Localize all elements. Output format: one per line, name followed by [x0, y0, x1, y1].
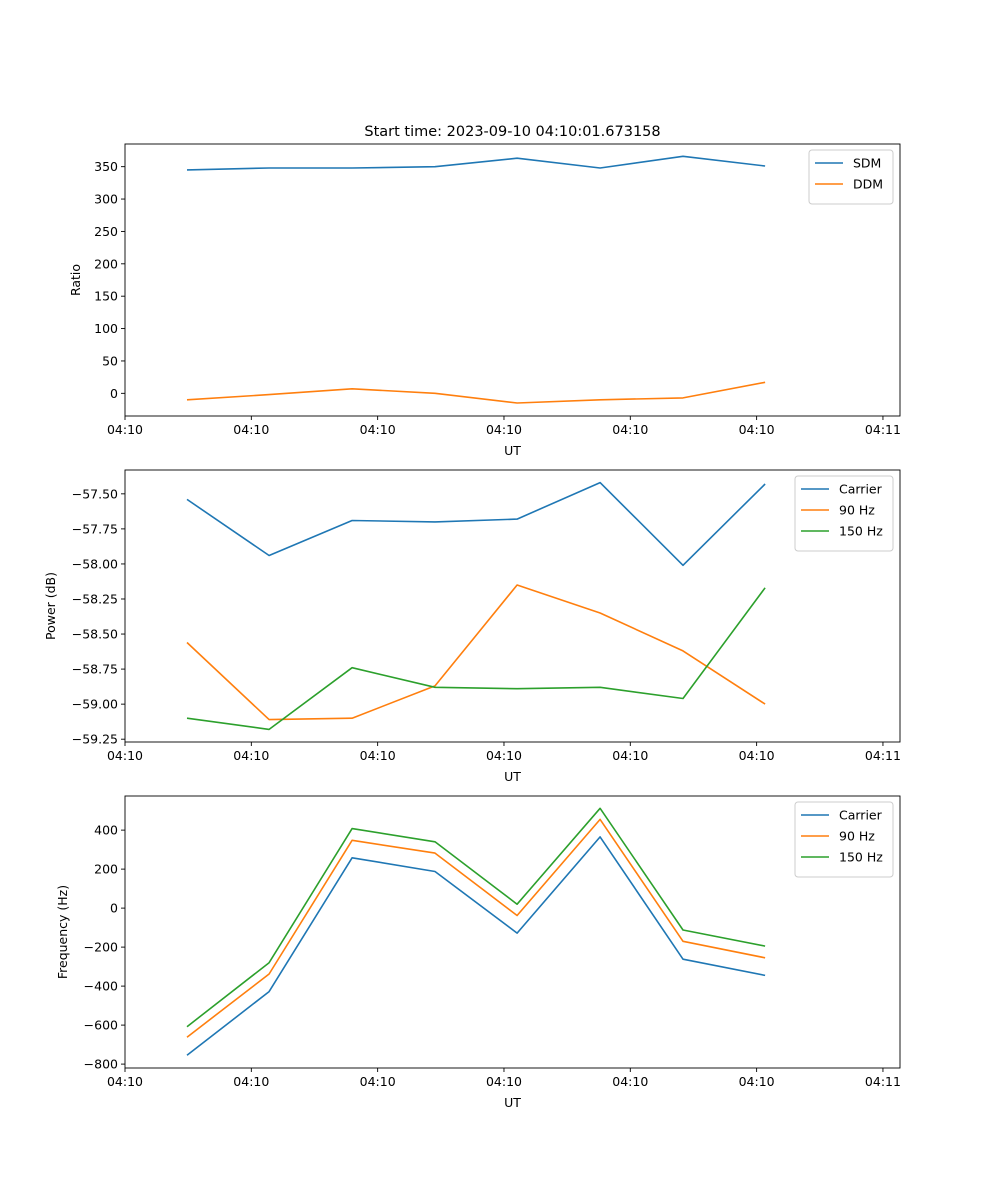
ratio-y-tick-label-4: 200	[94, 256, 118, 271]
frequency-y-tick-label-1: −600	[84, 1018, 118, 1033]
ratio-x-tick-label-4: 04:10	[612, 422, 648, 437]
ratio-panel: 04:10 04:10 04:10 04:10 04:10 04:10 04:11 0 50 10…	[68, 143, 901, 458]
ratio-y-axis-label: Ratio	[68, 264, 83, 296]
ratio-y-tick-label-0: 0	[110, 386, 118, 401]
power-legend-box	[794, 475, 894, 552]
frequency-x-tick-label-3: 04:10	[486, 1074, 522, 1089]
frequency-x-tick-label-2: 04:10	[360, 1074, 396, 1089]
ratio-y-tick-label-3: 150	[94, 289, 118, 304]
power-y-tick-label-0: −59.25	[72, 732, 118, 747]
ratio-x-tick-label-0: 04:10	[107, 422, 143, 437]
ratio-axes-frame	[124, 143, 901, 417]
ratio-legend: SDM DDM	[808, 149, 894, 205]
ratio-y-tick-label-6: 300	[94, 192, 118, 207]
frequency-legend-label-1: 90 Hz	[839, 829, 875, 844]
frequency-x-tick-label-4: 04:10	[612, 1074, 648, 1089]
ratio-y-tick-label-1: 50	[102, 353, 118, 368]
power-legend-label-0: Carrier	[839, 482, 883, 497]
power-x-tick-label-2: 04:10	[360, 748, 396, 763]
ratio-series-line-1	[186, 381, 766, 404]
frequency-y-tick-label-6: 400	[94, 823, 118, 838]
power-x-tick-label-3: 04:10	[486, 748, 522, 763]
power-x-tick-label-1: 04:10	[233, 748, 269, 763]
power-y-tick-label-1: −59.00	[72, 697, 118, 712]
power-panel: 04:10 04:10 04:10 04:10 04:10 04:10 04:11 −59.2…	[43, 469, 901, 784]
frequency-x-tick-label-6: 04:11	[865, 1074, 901, 1089]
power-legend-label-2: 150 Hz	[839, 524, 883, 539]
ratio-y-tick-label-2: 100	[94, 321, 118, 336]
power-legend: Carrier 90 Hz 150 Hz	[794, 475, 894, 552]
ratio-x-tick-label-1: 04:10	[233, 422, 269, 437]
ratio-x-tick-label-3: 04:10	[486, 422, 522, 437]
ratio-y-tick-label-7: 350	[94, 159, 118, 174]
frequency-x-tick-label-5: 04:10	[739, 1074, 775, 1089]
ratio-x-axis-label: UT	[504, 443, 521, 458]
power-legend-label-1: 90 Hz	[839, 503, 875, 518]
power-series-line-2	[186, 587, 766, 731]
power-y-tick-label-7: −57.50	[72, 486, 118, 501]
power-y-tick-label-6: −57.75	[72, 521, 118, 536]
power-y-axis-label: Power (dB)	[43, 572, 58, 640]
frequency-y-tick-label-2: −400	[84, 979, 118, 994]
power-x-tick-label-4: 04:10	[612, 748, 648, 763]
frequency-x-tick-label-0: 04:10	[107, 1074, 143, 1089]
power-x-axis-label: UT	[504, 769, 521, 784]
power-x-tick-label-6: 04:11	[865, 748, 901, 763]
ratio-y-tick-label-5: 250	[94, 224, 118, 239]
frequency-y-tick-label-3: −200	[84, 940, 118, 955]
ratio-series-line-0	[186, 155, 766, 171]
frequency-series-line-1	[186, 818, 766, 1038]
power-y-tick-label-5: −58.00	[72, 556, 118, 571]
power-y-tick-label-2: −58.75	[72, 662, 118, 677]
ratio-legend-label-0: SDM	[853, 156, 881, 171]
frequency-x-axis-label: UT	[504, 1095, 521, 1110]
frequency-series-line-2	[186, 807, 766, 1028]
power-axes-frame	[124, 469, 901, 743]
power-series-line-0	[186, 481, 766, 567]
frequency-legend: Carrier 90 Hz 150 Hz	[794, 801, 894, 878]
frequency-y-tick-label-4: 0	[110, 901, 118, 916]
chart-title: Start time: 2023-09-10 04:10:01.673158	[364, 124, 660, 140]
frequency-series-line-0	[186, 836, 766, 1056]
frequency-legend-box	[794, 801, 894, 878]
power-x-tick-label-5: 04:10	[739, 748, 775, 763]
power-y-tick-label-3: −58.50	[72, 627, 118, 642]
frequency-y-tick-label-5: 200	[94, 862, 118, 877]
frequency-panel: 04:10 04:10 04:10 04:10 04:10 04:10 04:11 −800 −…	[55, 795, 901, 1110]
power-x-tick-label-0: 04:10	[107, 748, 143, 763]
frequency-legend-label-2: 150 Hz	[839, 850, 883, 865]
frequency-axes-frame	[124, 795, 901, 1069]
frequency-y-axis-label: Frequency (Hz)	[55, 885, 70, 979]
ratio-legend-label-1: DDM	[853, 177, 883, 192]
frequency-legend-label-0: Carrier	[839, 808, 883, 823]
ratio-x-tick-label-5: 04:10	[739, 422, 775, 437]
frequency-y-tick-label-0: −800	[84, 1057, 118, 1072]
ratio-x-tick-label-2: 04:10	[360, 422, 396, 437]
ratio-x-tick-label-6: 04:11	[865, 422, 901, 437]
frequency-x-tick-label-1: 04:10	[233, 1074, 269, 1089]
power-y-tick-label-4: −58.25	[72, 591, 118, 606]
